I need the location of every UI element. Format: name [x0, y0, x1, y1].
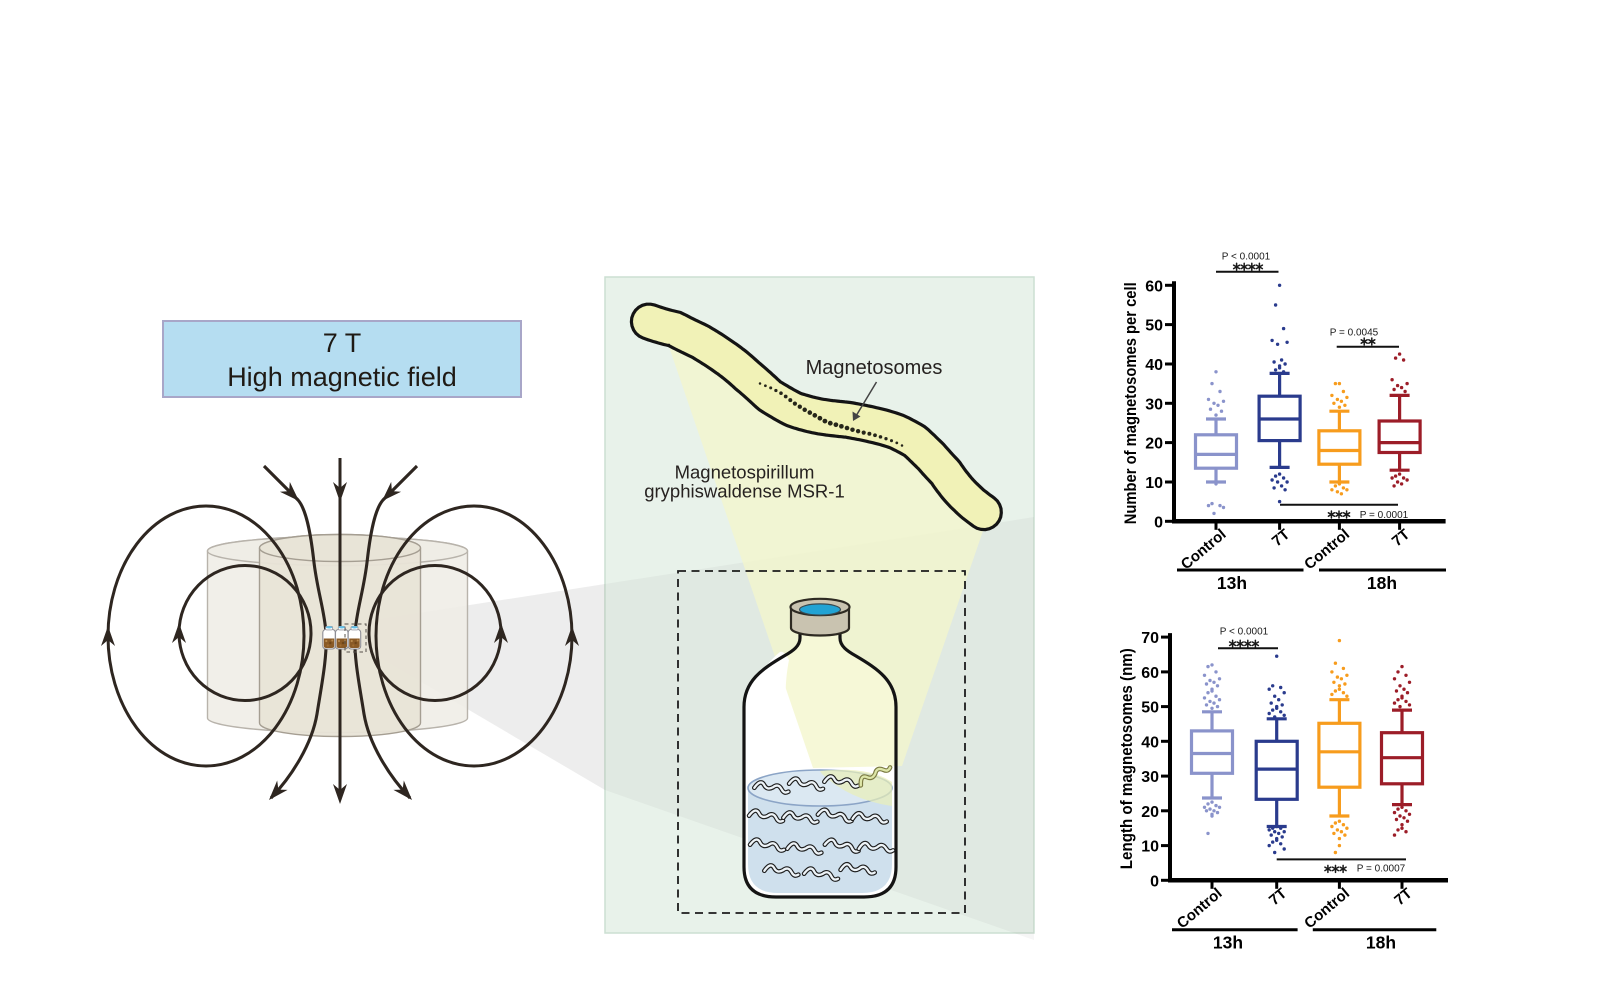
svg-text:30: 30	[1145, 396, 1163, 413]
svg-text:40: 40	[1141, 734, 1159, 751]
svg-text:60: 60	[1141, 665, 1159, 682]
svg-text:13h: 13h	[1217, 573, 1247, 593]
svg-text:40: 40	[1145, 357, 1163, 374]
svg-text:gryphiswaldense MSR-1: gryphiswaldense MSR-1	[644, 481, 845, 502]
svg-text:Control: Control	[1178, 526, 1230, 573]
svg-text:10: 10	[1141, 839, 1159, 856]
svg-text:P < 0.0001: P < 0.0001	[1220, 627, 1269, 638]
svg-text:High magnetic field: High magnetic field	[227, 362, 457, 392]
svg-text:50: 50	[1145, 318, 1163, 335]
svg-text:0: 0	[1154, 514, 1163, 531]
svg-text:0: 0	[1150, 873, 1159, 890]
svg-text:70: 70	[1141, 630, 1159, 647]
svg-text:7T: 7T	[1391, 885, 1415, 909]
svg-text:P = 0.0045: P = 0.0045	[1330, 328, 1379, 339]
svg-text:Control: Control	[1174, 885, 1226, 932]
svg-text:13h: 13h	[1213, 933, 1243, 953]
svg-text:7T: 7T	[1389, 526, 1413, 550]
svg-text:10: 10	[1145, 475, 1163, 492]
svg-text:Magnetospirillum: Magnetospirillum	[675, 462, 815, 483]
svg-text:18h: 18h	[1366, 933, 1396, 953]
svg-text:Control: Control	[1301, 885, 1353, 932]
svg-text:60: 60	[1145, 278, 1163, 295]
svg-text:7 T: 7 T	[323, 328, 362, 358]
svg-text:50: 50	[1141, 700, 1159, 717]
svg-text:P = 0.0001: P = 0.0001	[1360, 510, 1409, 521]
svg-text:P < 0.0001: P < 0.0001	[1222, 252, 1271, 263]
svg-text:18h: 18h	[1367, 573, 1397, 593]
svg-text:Length of magnetosomes (nm): Length of magnetosomes (nm)	[1117, 648, 1136, 869]
svg-text:Control: Control	[1301, 526, 1353, 573]
svg-text:P = 0.0007: P = 0.0007	[1357, 864, 1406, 875]
svg-text:Magnetosomes: Magnetosomes	[806, 357, 943, 379]
svg-text:Number of magnetosomes per cel: Number of magnetosomes per cell	[1121, 282, 1140, 524]
svg-text:7T: 7T	[1269, 526, 1293, 550]
svg-text:20: 20	[1141, 804, 1159, 821]
svg-text:20: 20	[1145, 436, 1163, 453]
svg-text:7T: 7T	[1266, 885, 1290, 909]
svg-text:30: 30	[1141, 769, 1159, 786]
